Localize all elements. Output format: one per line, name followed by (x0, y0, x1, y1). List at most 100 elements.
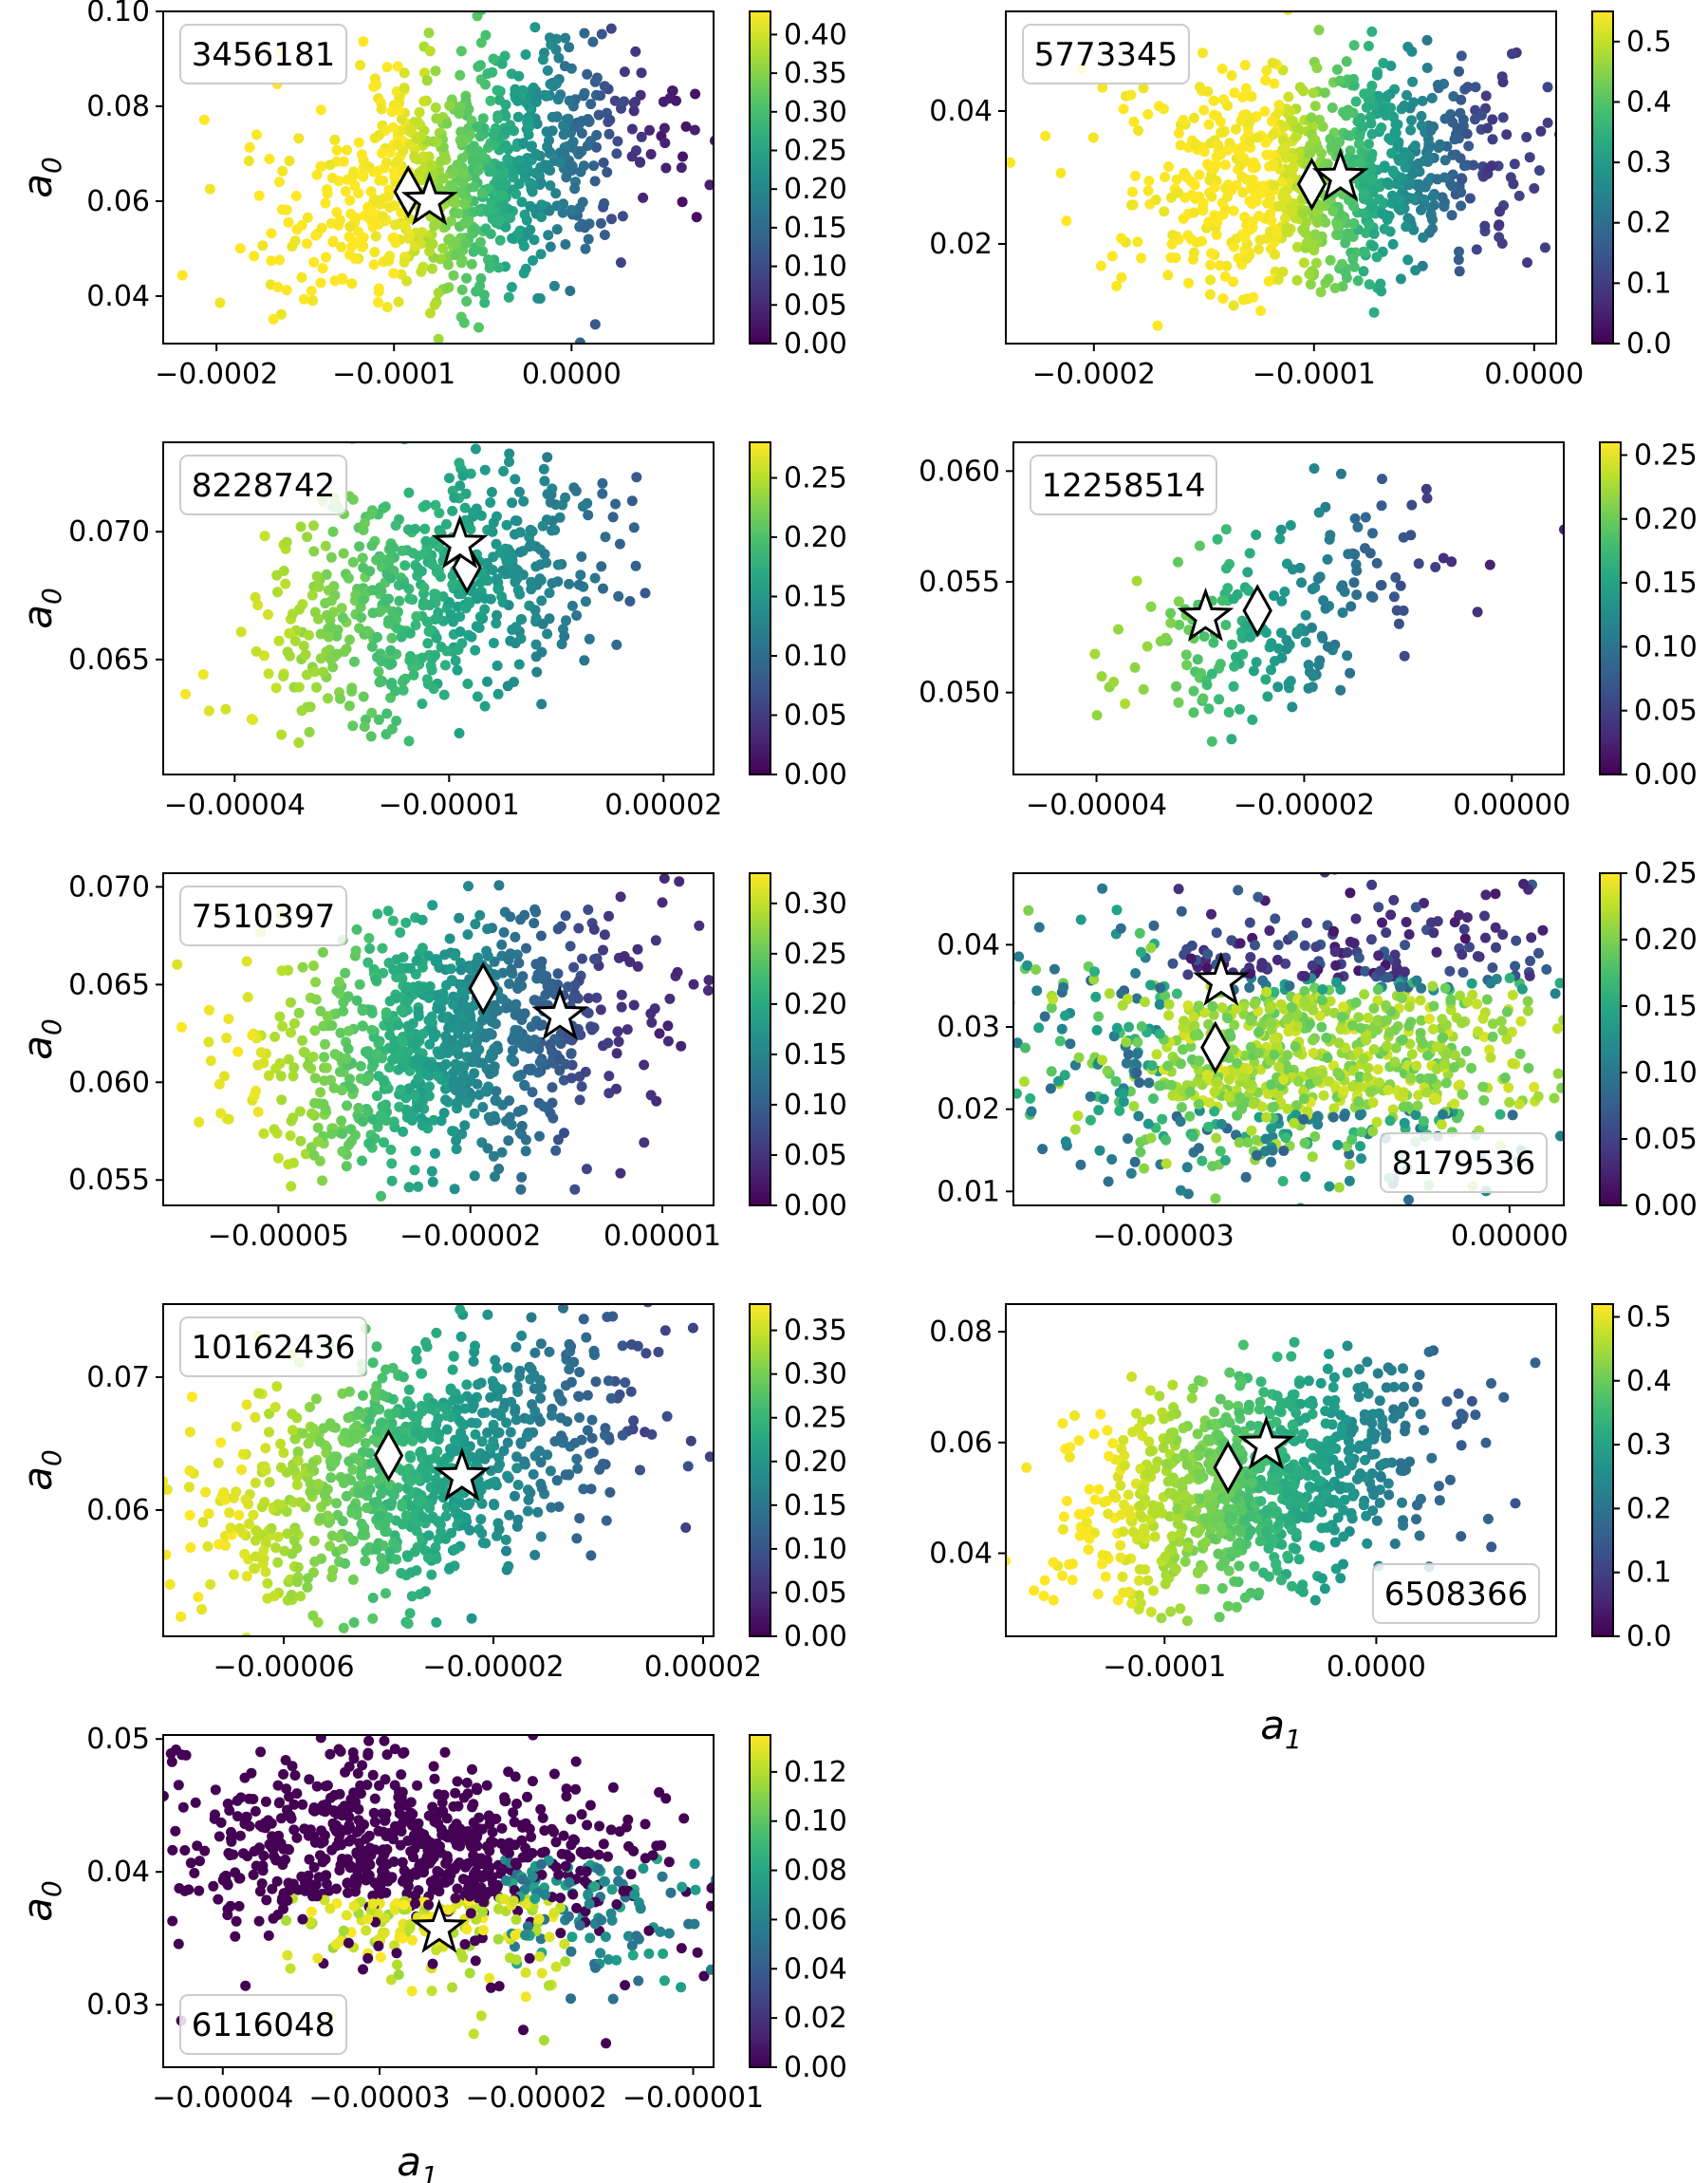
y-tick-label: 0.070 (68, 870, 150, 904)
scatter-point (393, 104, 404, 116)
panel-label: 5773345 (1034, 36, 1178, 74)
scatter-point (310, 977, 322, 988)
scatter-point (309, 606, 321, 618)
scatter-point (539, 549, 550, 560)
scatter-point (645, 1008, 657, 1019)
scatter-point (545, 496, 556, 508)
scatter-point (343, 1139, 354, 1150)
y-tick-label: 0.06 (86, 185, 150, 218)
scatter-point (308, 520, 319, 532)
scatter-point (1359, 247, 1370, 258)
scatter-point (394, 1207, 404, 1218)
scatter-point (1431, 1063, 1442, 1074)
scatter-point (463, 387, 473, 398)
scatter-point (1456, 50, 1467, 62)
scatter-point (551, 78, 562, 89)
scatter-point (468, 246, 479, 257)
scatter-point (1456, 94, 1467, 105)
scatter-point (397, 1061, 408, 1073)
scatter-point (1355, 1022, 1366, 1034)
scatter-point (1399, 966, 1410, 978)
scatter-point (680, 1522, 692, 1533)
scatter-point (372, 1121, 383, 1132)
scatter-point (543, 230, 554, 241)
scatter-point (1158, 103, 1169, 115)
scatter-point (200, 1486, 212, 1498)
scatter-point (417, 914, 428, 925)
scatter-point (595, 217, 606, 229)
scatter-point (657, 897, 668, 908)
scatter-point (1325, 133, 1336, 144)
colorbar-tick-label: 0.00 (784, 758, 847, 792)
scatter-point (371, 1049, 382, 1060)
colorbar-tick-label: 0.25 (784, 135, 847, 168)
scatter-point (1307, 239, 1318, 251)
scatter-point (588, 1022, 600, 1034)
scatter-point (422, 638, 434, 649)
scatter-point (1408, 97, 1420, 108)
scatter-point (1192, 1075, 1203, 1087)
scatter-point (1228, 276, 1239, 288)
scatter-point (399, 219, 411, 231)
scatter-point (288, 1062, 300, 1073)
scatter-point (1091, 710, 1103, 721)
scatter-point (432, 956, 443, 966)
scatter-point (276, 965, 288, 977)
scatter-point (519, 1008, 530, 1019)
scatter-point (1237, 632, 1248, 644)
scatter-point (1154, 1028, 1165, 1039)
scatter-point (1449, 917, 1460, 928)
scatter-point (482, 68, 493, 80)
scatter-point (598, 944, 608, 956)
scatter-point (1085, 1114, 1096, 1126)
colorbar-tick-label: 0.20 (1634, 924, 1698, 957)
colorbar (749, 441, 771, 775)
scatter-point (176, 270, 188, 281)
scatter-point (1445, 994, 1457, 1005)
scatter-point (530, 639, 542, 650)
scatter-point (1529, 183, 1540, 194)
scatter-point (355, 1060, 366, 1072)
scatter-point (1110, 1075, 1122, 1087)
scatter-point (1307, 681, 1318, 693)
scatter-point (589, 954, 601, 964)
scatter-point (645, 1090, 657, 1101)
scatter-point (603, 1071, 615, 1082)
scatter-point (564, 0, 574, 10)
colorbar-tick-label: 0.25 (784, 462, 847, 495)
scatter-point (295, 521, 306, 532)
scatter-point (520, 1146, 531, 1157)
scatter-point (662, 1020, 674, 1032)
colorbar-tick-label: 0.30 (784, 96, 847, 129)
scatter-point (1230, 123, 1241, 135)
scatter-point (1140, 997, 1150, 1008)
scatter-point (617, 211, 628, 222)
scatter-point (1205, 259, 1216, 271)
scatter-point (281, 204, 292, 215)
scatter-point (632, 961, 643, 972)
scatter-point (413, 117, 423, 128)
scatter-point (616, 989, 627, 1000)
scatter-point (1313, 660, 1325, 671)
scatter-point (1375, 965, 1386, 977)
scatter-point (496, 189, 508, 200)
scatter-point (1030, 964, 1042, 975)
scatter-point (1373, 950, 1384, 961)
scatter-point (1211, 152, 1222, 162)
scatter-point (1291, 241, 1303, 252)
scatter-point (561, 172, 572, 183)
scatter-point (1246, 1125, 1257, 1136)
scatter-point (1244, 968, 1255, 980)
scatter-point (710, 135, 714, 146)
scatter-point (1211, 1076, 1222, 1088)
scatter-point (419, 523, 431, 534)
scatter-point (614, 538, 625, 550)
scatter-point (1395, 273, 1406, 285)
scatter-point (355, 60, 366, 71)
scatter-point (23, 1165, 33, 1175)
scatter-point (1336, 258, 1347, 270)
scatter-point (341, 1053, 352, 1064)
scatter-point (496, 58, 508, 69)
scatter-point (532, 292, 544, 304)
scatter-point (1229, 1019, 1240, 1031)
